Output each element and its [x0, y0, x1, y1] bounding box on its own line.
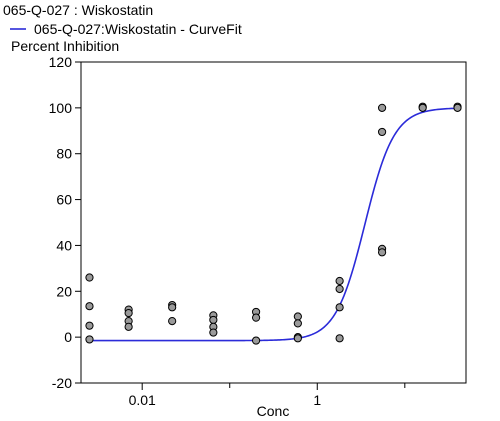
data-point: [251, 336, 261, 345]
data-point: [293, 312, 302, 321]
data-point: [377, 248, 387, 257]
data-point: [293, 334, 302, 343]
y-tick-label: 100: [49, 100, 73, 116]
data-point: [377, 127, 387, 137]
data-point: [293, 319, 302, 328]
data-point: [453, 103, 462, 112]
y-tick-label: 80: [56, 146, 72, 162]
y-axis-label: Percent Inhibition: [11, 38, 119, 54]
x-tick-label: 1: [313, 392, 321, 408]
y-tick-label: 0: [64, 329, 72, 345]
legend: 065-Q-027:Wiskostatin - CurveFit: [10, 21, 242, 37]
data-point: [251, 313, 261, 322]
data-point: [168, 316, 177, 326]
data-point: [168, 303, 177, 312]
x-tick-label: 0.01: [129, 392, 156, 408]
data-points-layer: [85, 102, 462, 345]
data-point: [85, 273, 94, 282]
data-point: [209, 315, 218, 325]
y-tick-label: 40: [56, 237, 72, 253]
data-point: [124, 308, 133, 318]
y-tick-label: 120: [49, 54, 73, 70]
fit-curve-layer: [89, 107, 458, 342]
data-point: [418, 103, 427, 112]
data-point: [335, 284, 344, 294]
data-point: [335, 276, 344, 286]
data-point: [209, 328, 218, 337]
data-point: [124, 322, 133, 331]
data-point: [85, 302, 94, 311]
data-point: [85, 321, 94, 330]
plot-frame: [80, 61, 467, 384]
y-tick-label: 20: [56, 283, 72, 299]
y-axis: -20 0 20 40 60 80 100 120: [49, 54, 81, 391]
fit-curve: [89, 107, 458, 342]
data-point: [335, 303, 344, 312]
chart-title: 065-Q-027 : Wiskostatin: [3, 2, 153, 18]
x-axis-label: Conc: [257, 403, 290, 419]
x-axis: 0.01 1: [129, 383, 406, 408]
data-point: [85, 335, 94, 344]
y-tick-label: 60: [56, 192, 72, 208]
legend-label: 065-Q-027:Wiskostatin - CurveFit: [34, 21, 242, 37]
y-tick-label: -20: [52, 375, 72, 391]
data-point: [335, 334, 344, 343]
data-point: [377, 103, 387, 112]
